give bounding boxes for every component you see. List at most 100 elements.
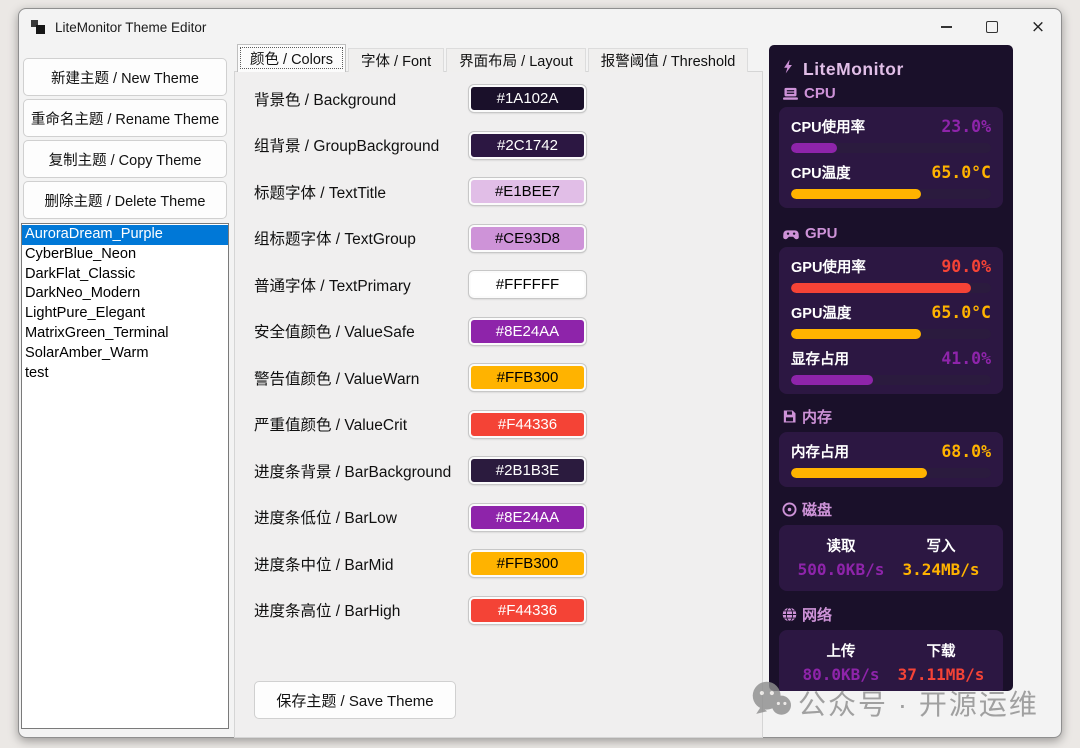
color-swatch[interactable]: #CE93D8 — [469, 224, 586, 252]
color-row: 进度条中位 / BarMid #FFB300 — [235, 550, 762, 577]
preview-panel: LiteMonitor CPU CPU使用率 23.0% CPU温度 65.0°C GPU G… — [769, 45, 1013, 691]
color-row-label: 进度条高位 / BarHigh — [254, 603, 401, 620]
color-row: 组标题字体 / TextGroup #CE93D8 — [235, 224, 762, 252]
color-row-label: 组背景 / GroupBackground — [254, 138, 440, 155]
color-row-label: 标题字体 / TextTitle — [254, 184, 387, 202]
section-name: CPU — [804, 85, 836, 102]
metric-line: 内存占用 68.0% — [791, 441, 991, 463]
section-box-内存: 内存占用 68.0% — [779, 432, 1003, 487]
section-label-磁盘: 磁盘 — [781, 499, 1003, 520]
progress-bar-track — [791, 468, 991, 478]
gamepad-icon — [781, 225, 801, 242]
color-swatch[interactable]: #2C1742 — [469, 131, 586, 159]
theme-list-item[interactable]: AuroraDream_Purple — [22, 225, 228, 245]
metric-value: 65.0°C — [931, 163, 991, 182]
color-swatch[interactable]: #F44336 — [469, 410, 586, 438]
theme-list-item[interactable]: LightPure_Elegant — [25, 305, 146, 322]
color-row: 组背景 / GroupBackground #2C1742 — [235, 131, 762, 159]
metric-label: 显存占用 — [791, 352, 849, 368]
minimize-icon — [940, 26, 952, 28]
theme-list-item[interactable]: DarkFlat_Classic — [25, 265, 136, 282]
color-row: 进度条背景 / BarBackground #2B1B3E — [235, 457, 762, 484]
close-button[interactable]: × — [1030, 17, 1046, 37]
tab-colors[interactable]: 颜色 / Colors — [237, 44, 346, 72]
section-name: 内存 — [802, 409, 833, 426]
progress-bar-fill — [791, 468, 927, 478]
column-value: 500.0KB/s — [797, 560, 885, 579]
section-label-GPU: GPU — [781, 225, 1003, 242]
column-value: 80.0KB/s — [802, 665, 880, 684]
metric-label: CPU温度 — [791, 166, 851, 182]
sidebar-button-copy-theme[interactable]: 复制主题 / Copy Theme — [23, 140, 227, 178]
color-swatch[interactable]: #E1BEE7 — [469, 178, 586, 205]
sidebar-button-rename-theme[interactable]: 重命名主题 / Rename Theme — [23, 99, 227, 137]
watermark: 公众号 · 开源运维 — [750, 680, 1039, 725]
metric-label: 内存占用 — [791, 445, 849, 461]
metric-line: 显存占用 41.0% — [791, 348, 991, 370]
preview-title-text: LiteMonitor — [803, 58, 904, 79]
metric-value: 65.0°C — [931, 303, 991, 322]
metric-value: 90.0% — [941, 257, 991, 276]
color-row-label: 进度条中位 / BarMid — [254, 556, 394, 574]
color-row: 进度条低位 / BarLow #8E24AA — [235, 503, 762, 531]
maximize-icon — [986, 21, 998, 33]
progress-bar-track — [791, 375, 991, 385]
theme-list-item[interactable]: test — [25, 364, 49, 381]
theme-list-item[interactable]: CyberBlue_Neon — [25, 245, 137, 262]
color-swatch[interactable]: #2B1B3E — [469, 457, 586, 484]
progress-bar-fill — [791, 189, 921, 199]
progress-bar-track — [791, 283, 991, 293]
color-swatch[interactable]: #F44336 — [469, 596, 586, 624]
metric-columns: 读取 写入 500.0KB/s 3.24MB/s — [791, 534, 991, 582]
floppy-icon — [781, 408, 798, 425]
color-row-label: 安全值颜色 / ValueSafe — [254, 324, 415, 341]
theme-list-item[interactable]: SolarAmber_Warm — [25, 344, 149, 361]
metric-value: 68.0% — [941, 442, 991, 461]
color-swatch[interactable]: #FFB300 — [469, 550, 586, 577]
color-row: 普通字体 / TextPrimary #FFFFFF — [235, 271, 762, 298]
section-box-GPU: GPU使用率 90.0% GPU温度 65.0°C 显存占用 41.0% — [779, 247, 1003, 394]
tab-layout[interactable]: 界面布局 / Layout — [446, 48, 586, 72]
progress-bar-track — [791, 189, 991, 199]
tab-threshold[interactable]: 报警阈值 / Threshold — [587, 48, 749, 72]
color-swatch[interactable]: #8E24AA — [469, 317, 586, 345]
maximize-button[interactable] — [969, 9, 1015, 45]
progress-bar-track — [791, 329, 991, 339]
tab-page-colors: 背景色 / Background #1A102A 组背景 / GroupBackgr… — [234, 71, 763, 738]
theme-list-item[interactable]: MatrixGreen_Terminal — [25, 324, 169, 341]
color-swatch[interactable]: #FFFFFF — [469, 271, 586, 298]
sidebar-button-delete-theme[interactable]: 删除主题 / Delete Theme — [23, 181, 227, 219]
metric-value: 23.0% — [941, 117, 991, 136]
column-header: 读取 — [826, 539, 856, 555]
color-row: 进度条高位 / BarHigh #F44336 — [235, 596, 762, 624]
color-swatch[interactable]: #FFB300 — [469, 364, 586, 391]
save-theme-button[interactable]: 保存主题 / Save Theme — [254, 681, 456, 719]
tab-font[interactable]: 字体 / Font — [348, 48, 445, 72]
column-header: 下载 — [926, 644, 956, 660]
theme-list-item[interactable]: DarkNeo_Modern — [25, 285, 141, 302]
theme-list[interactable]: AuroraDream_Purple CyberBlue_Neon DarkFlat… — [21, 223, 229, 729]
metric: GPU温度 65.0°C — [791, 302, 991, 339]
metric-value: 41.0% — [941, 349, 991, 368]
watermark-text: 公众号 · 开源运维 — [798, 688, 1039, 720]
color-row-label: 进度条低位 / BarLow — [254, 510, 397, 527]
section-label-网络: 网络 — [781, 604, 1003, 625]
color-swatch[interactable]: #1A102A — [469, 85, 586, 112]
color-swatch[interactable]: #8E24AA — [469, 503, 586, 531]
section-label-内存: 内存 — [781, 406, 1003, 427]
column-header: 上传 — [826, 644, 856, 660]
window-controls: × — [923, 9, 1061, 45]
progress-bar-track — [791, 143, 991, 153]
section-name: 磁盘 — [802, 502, 833, 519]
sidebar-button-new-theme[interactable]: 新建主题 / New Theme — [23, 58, 227, 96]
color-row-label: 进度条背景 / BarBackground — [254, 463, 452, 481]
wechat-icon — [750, 680, 792, 725]
minimize-button[interactable] — [923, 9, 969, 45]
progress-bar-fill — [791, 375, 873, 385]
section-box-CPU: CPU使用率 23.0% CPU温度 65.0°C — [779, 107, 1003, 208]
section-name: 网络 — [802, 607, 833, 624]
color-row-label: 严重值颜色 / ValueCrit — [254, 417, 408, 434]
progress-bar-fill — [791, 329, 921, 339]
color-row: 警告值颜色 / ValueWarn #FFB300 — [235, 364, 762, 391]
color-row-label: 背景色 / Background — [254, 91, 397, 109]
